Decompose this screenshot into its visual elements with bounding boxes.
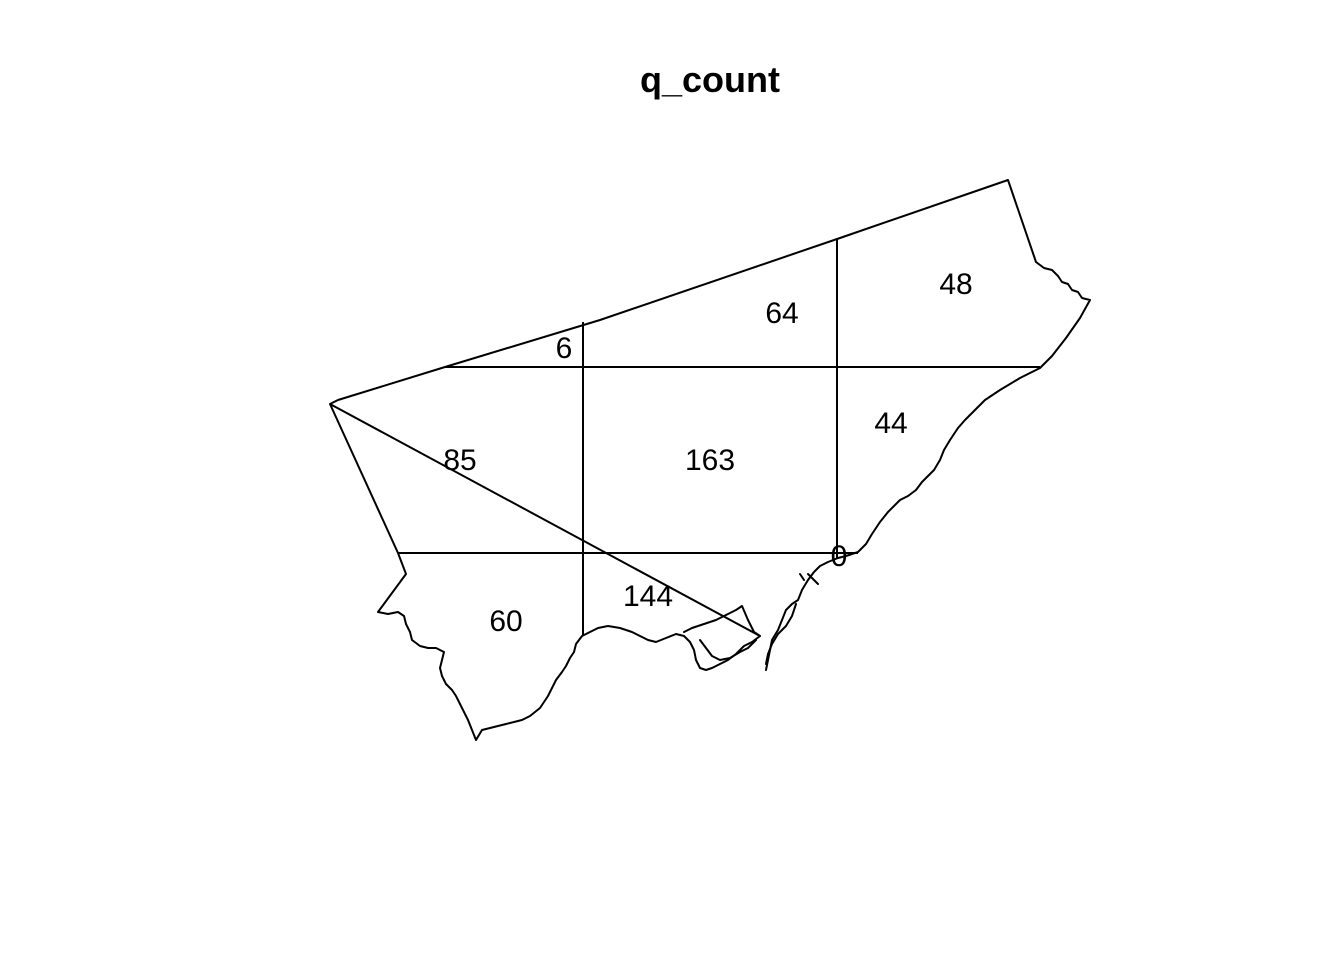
- quadrat-count-label: 48: [939, 268, 972, 301]
- quadrat-count-label: 144: [623, 580, 673, 613]
- quadrat-count-label: 0: [831, 540, 848, 573]
- map-title: q_count: [640, 59, 780, 100]
- quadrat-count-label: 85: [443, 444, 476, 477]
- eastern-shore-detail: [765, 573, 819, 665]
- quadrat-count-label: 60: [489, 605, 522, 638]
- quadrat-count-label: 44: [874, 407, 907, 440]
- quadrat-count-label: 163: [685, 444, 735, 477]
- island-detail: [683, 605, 761, 661]
- quadrat-count-label: 64: [765, 297, 798, 330]
- boundary-outline: [329, 179, 1091, 741]
- quadrat-count-label: 6: [556, 332, 573, 365]
